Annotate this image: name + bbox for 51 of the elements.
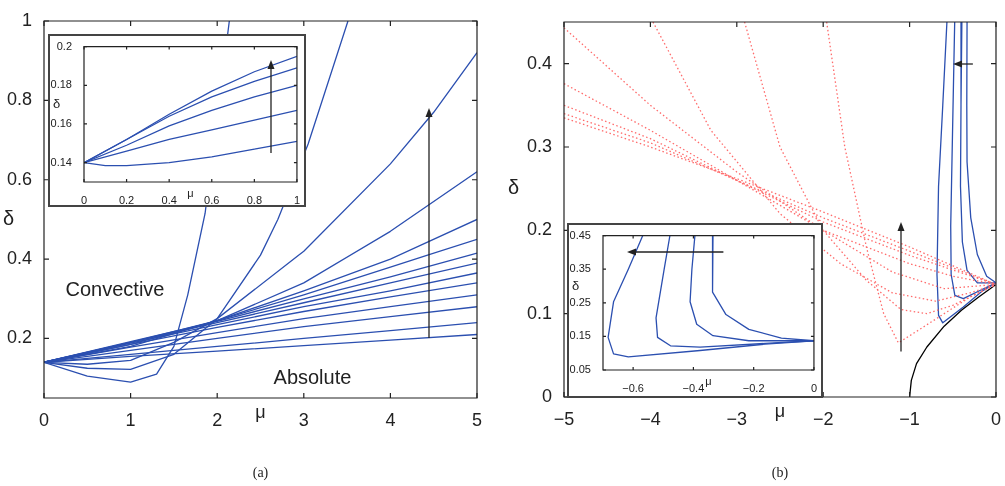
- y-tick-label: 0.15: [569, 329, 591, 342]
- y-tick-label: 0.2: [6, 327, 32, 348]
- x-tick-label: 1: [293, 193, 300, 206]
- y-tick-label: 0.3: [526, 135, 552, 156]
- x-tick-label: −4: [640, 408, 661, 429]
- x-tick-label: −0.2: [742, 381, 765, 394]
- annotation: Convective: [65, 278, 165, 301]
- x-tick-label: −0.6: [622, 381, 644, 394]
- y-axis-title: δ: [508, 176, 520, 199]
- x-axis-title: μ: [187, 186, 194, 199]
- y-axis-title: δ: [53, 96, 61, 112]
- x-tick-label: −2: [812, 408, 834, 429]
- x-tick-label: 4: [385, 409, 396, 430]
- y-tick-label: 0.4: [526, 52, 552, 73]
- x-tick-label: 0.4: [161, 193, 177, 206]
- x-tick-label: −1: [899, 408, 920, 429]
- y-tick-label: 0.18: [50, 78, 72, 91]
- x-axis-title: μ: [774, 400, 786, 421]
- y-tick-label: 0.05: [569, 363, 591, 376]
- annotation: Absolute: [273, 365, 352, 388]
- y-tick-label: 0.25: [569, 295, 591, 308]
- text: (a): [252, 464, 269, 481]
- x-tick-label: 0: [810, 381, 817, 394]
- y-axis-title: δ: [3, 206, 15, 229]
- x-tick-label: 0: [990, 408, 1001, 429]
- x-axis-title: μ: [255, 401, 266, 422]
- x-tick-label: 0.2: [118, 193, 135, 206]
- y-tick-label: 0.16: [50, 117, 72, 129]
- x-tick-label: 0: [80, 193, 88, 206]
- x-tick-label: −0.4: [682, 381, 705, 394]
- x-tick-label: 5: [471, 409, 483, 430]
- x-tick-label: 1: [125, 409, 136, 430]
- x-tick-label: 0.6: [204, 193, 220, 206]
- y-axis-title: δ: [572, 277, 580, 293]
- text: (b): [771, 464, 789, 481]
- x-tick-label: 2: [212, 409, 223, 430]
- y-tick-label: 0.2: [56, 39, 72, 52]
- y-tick-label: 0.45: [569, 228, 591, 241]
- x-tick-label: 3: [298, 409, 309, 430]
- y-tick-label: 0.35: [569, 262, 591, 275]
- y-tick-label: 0.4: [6, 248, 32, 269]
- y-tick-label: 0.6: [6, 168, 32, 189]
- y-tick-label: 0.2: [526, 219, 552, 240]
- y-tick-label: 1: [21, 9, 32, 30]
- y-tick-label: 0.14: [50, 155, 72, 168]
- x-axis-title: μ: [705, 374, 712, 387]
- y-tick-label: 0.8: [6, 89, 32, 110]
- x-tick-label: −3: [726, 408, 748, 429]
- x-tick-label: −5: [553, 408, 575, 429]
- x-tick-label: 0.8: [246, 193, 262, 206]
- y-tick-label: 0.1: [526, 302, 552, 323]
